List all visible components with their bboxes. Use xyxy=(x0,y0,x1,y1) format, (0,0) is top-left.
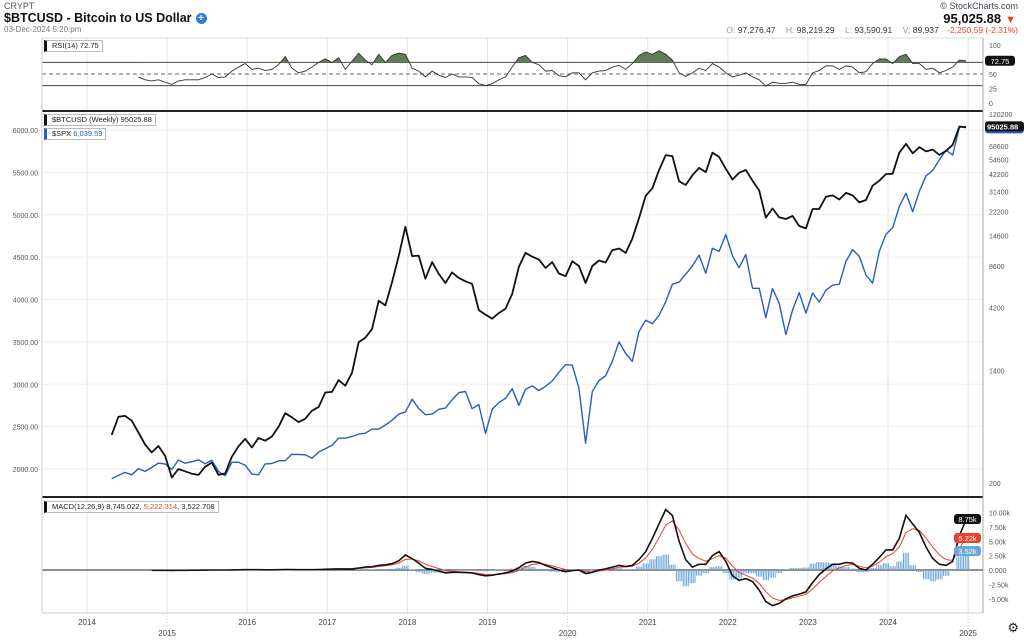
symbol-title: $BTCUSD - Bitcoin to US Dollar xyxy=(4,11,192,25)
open-value: 97,276.47 xyxy=(737,25,776,35)
low-value: 93,590.91 xyxy=(854,25,893,35)
gridlines xyxy=(42,38,983,626)
high-value: 98,219.29 xyxy=(796,25,835,35)
x-tick-label: 2015 xyxy=(158,629,176,638)
rsi-tick-label: 25 xyxy=(989,87,997,94)
x-tick-label: 2023 xyxy=(799,618,817,627)
macd-tick-label: 10.00k xyxy=(989,511,1011,518)
spx-tick-label: 4500.00 xyxy=(13,255,38,262)
macd-legend-signal: 5,222.314 xyxy=(143,502,178,511)
x-tick-label: 2020 xyxy=(559,629,577,638)
btc-tick-label: 68600 xyxy=(989,144,1009,151)
ohlc-bar: O: 97,276.47 H: 98,219.29 L: 93,590.91 V… xyxy=(718,25,1018,35)
macd-legend-hist: 3,522.708 xyxy=(181,502,215,511)
volume-value: 89,937 xyxy=(912,25,939,35)
macd-signal-last-label: 5.22k xyxy=(958,534,977,543)
x-tick-label: 2019 xyxy=(479,618,497,627)
rsi-line xyxy=(138,50,967,87)
btc-tick-label: 14600 xyxy=(989,233,1009,240)
rsi-last-label: 72.75 xyxy=(991,57,1010,66)
exchange-label: CRYPT xyxy=(4,1,35,11)
macd-signal-tag xyxy=(954,533,981,543)
x-tick-label: 2021 xyxy=(639,618,657,627)
down-arrow-icon: ▼ xyxy=(1005,14,1016,26)
volume-label: V: xyxy=(902,25,911,35)
btc-tick-label: 22200 xyxy=(989,209,1009,216)
btc-tick-label: 4200 xyxy=(989,305,1005,312)
spx-tick-label: 5500.00 xyxy=(13,170,38,177)
rsi-last-tag xyxy=(985,55,1015,66)
high-label: H: xyxy=(785,25,795,35)
rsi-oversold-fill xyxy=(138,85,967,87)
btc-tick-label: 54600 xyxy=(989,157,1009,164)
last-price: 95,025.88 ▼ xyxy=(943,11,1016,26)
x-tick-label: 2018 xyxy=(399,618,417,627)
rsi-panel xyxy=(42,50,983,87)
macd-macd-last-label: 8.75k xyxy=(958,515,977,524)
macd-tick-label: 5.00k xyxy=(989,539,1007,546)
macd-histogram-tag xyxy=(954,546,981,556)
macd-legend: MACD(12,26,9) 8,745.022, 5,222.314, 3,52… xyxy=(44,501,219,513)
x-tick-label: 2016 xyxy=(238,618,256,627)
open-label: O: xyxy=(726,25,736,35)
rsi-tick-label: 0 xyxy=(989,101,993,108)
spx-tick-label: 3000.00 xyxy=(13,382,38,389)
x-tick-label: 2022 xyxy=(719,618,737,627)
stockcharts-logo[interactable]: © StockCharts.com xyxy=(940,1,1018,11)
spx-legend-symbol: $SPX xyxy=(52,129,72,138)
macd-macd-tag xyxy=(954,514,981,524)
x-tick-label: 2024 xyxy=(879,618,897,627)
spx-tick-label: 3500.00 xyxy=(13,340,38,347)
chart-datetime: 03-Dec-2024 5:20:pm xyxy=(4,25,82,34)
macd-histogram-last-label: 3.52k xyxy=(958,547,977,556)
x-tick-label: 2014 xyxy=(78,618,96,627)
x-tick-label: 2025 xyxy=(959,629,977,638)
low-label: L: xyxy=(844,25,853,35)
macd-panel xyxy=(42,508,983,607)
btc-line xyxy=(110,125,967,479)
btc-tick-label: 42200 xyxy=(989,172,1009,179)
macd-line xyxy=(151,508,967,607)
price-panel xyxy=(110,125,967,480)
btc-tick-label: 200 xyxy=(989,481,1001,488)
btc-last-tag xyxy=(985,121,1024,132)
x-tick-label: 2017 xyxy=(318,618,336,627)
macd-tick-label: 0.000 xyxy=(989,568,1007,575)
macd-legend-value: 8,745.022 xyxy=(106,502,140,511)
btc-legend: $BTCUSD (Weekly) 95025.88 xyxy=(44,114,156,126)
macd-legend-name: MACD(12,26,9) xyxy=(52,502,105,511)
axes: 2014 2015 2016 2017 2018 2019 2020 2021 2022 2023… xyxy=(13,37,1024,638)
btc-tick-label: 31400 xyxy=(989,189,1009,196)
btc-last-label: 95025.88 xyxy=(987,122,1018,131)
rsi-tick-label: 50 xyxy=(989,72,997,79)
plus-circle-icon[interactable]: + xyxy=(195,13,207,24)
spx-tick-label: 5000.00 xyxy=(13,213,38,220)
last-price-value: 95,025.88 xyxy=(943,11,1002,26)
spx-line xyxy=(111,125,967,480)
gear-icon[interactable]: ⚙ xyxy=(1007,620,1019,635)
rsi-overbought-fill xyxy=(138,50,967,63)
rsi-legend: RSI(14) 72.75 xyxy=(44,40,103,52)
macd-tick-label: 2.50k xyxy=(989,554,1007,561)
spx-legend-value: 6,039.59 xyxy=(73,129,103,138)
chart-title: $BTCUSD - Bitcoin to US Dollar + xyxy=(4,11,207,25)
btc-tick-label: 8600 xyxy=(989,264,1005,271)
spx-tick-label: 6000.00 xyxy=(13,128,38,135)
btc-tick-label: 120200 xyxy=(989,112,1012,119)
macd-signal-line xyxy=(151,520,967,601)
spx-tick-label: 2500.00 xyxy=(13,425,38,432)
rsi-tick-label: 100 xyxy=(989,43,1001,50)
spx-tick-label: 4000.00 xyxy=(13,298,38,305)
macd-tick-label: -2.50k xyxy=(989,582,1009,589)
spx-legend: $SPX 6,039.59 xyxy=(44,128,107,140)
macd-tick-label: 7.50k xyxy=(989,525,1007,532)
macd-tick-label: -5.00k xyxy=(989,597,1009,604)
spx-tick-label: 2000.00 xyxy=(13,467,38,474)
price-change: -2,250.59 (-2.31%) xyxy=(947,25,1018,35)
btc-tick-label: 1400 xyxy=(989,369,1005,376)
